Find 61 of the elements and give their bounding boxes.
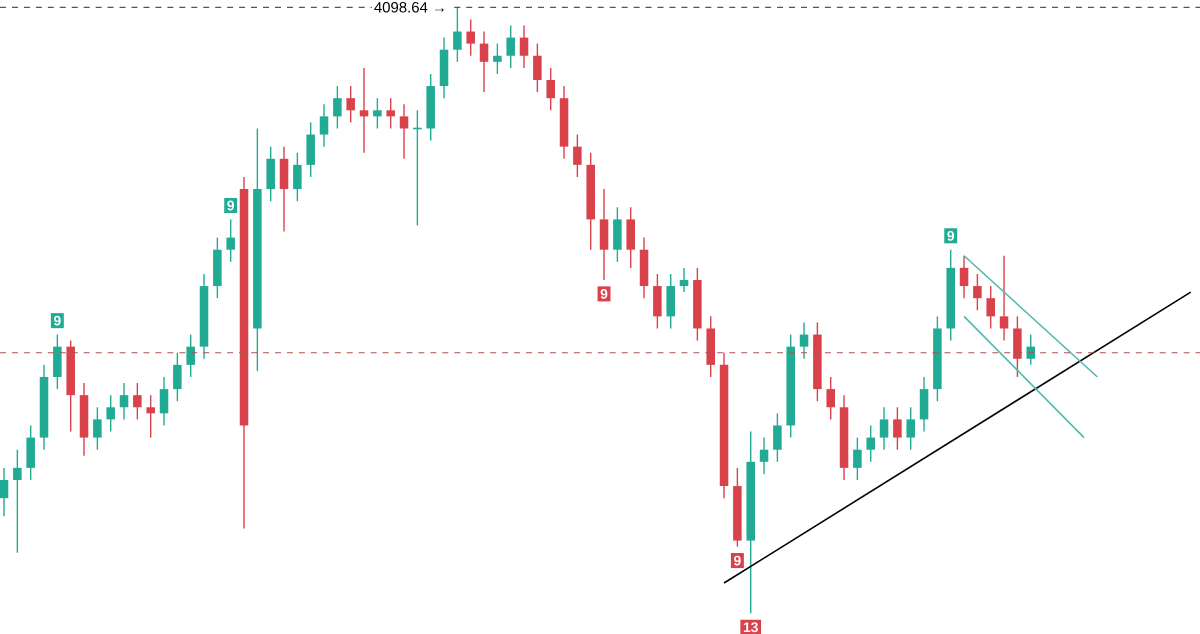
candlestick xyxy=(466,18,475,57)
candlestick xyxy=(293,151,302,202)
candlestick xyxy=(973,272,982,311)
candlestick xyxy=(453,6,462,63)
candlestick xyxy=(373,97,382,129)
candlestick xyxy=(79,381,89,457)
candlestick xyxy=(173,351,182,402)
candlestick xyxy=(893,406,902,451)
candlestick xyxy=(13,448,22,554)
candlestick xyxy=(399,103,409,160)
candlestick xyxy=(999,254,1009,341)
candlestick xyxy=(519,24,529,69)
candlestick xyxy=(226,218,235,263)
candlestick xyxy=(906,406,915,451)
candlestick xyxy=(706,315,715,378)
candlestick xyxy=(426,72,435,141)
candlestick xyxy=(0,466,9,517)
candlestick xyxy=(613,206,622,263)
candlestick xyxy=(599,188,609,281)
candlestick xyxy=(986,284,995,329)
candlestick xyxy=(359,66,369,154)
candlestick xyxy=(919,375,929,432)
candlestick xyxy=(639,236,649,299)
candlestick xyxy=(26,424,35,481)
candlestick xyxy=(159,375,169,426)
candlestick xyxy=(93,406,102,451)
candlestick xyxy=(959,254,969,299)
candlestick xyxy=(319,103,329,147)
candlestick xyxy=(1026,333,1035,366)
candlestick xyxy=(479,30,489,93)
candlestick xyxy=(1013,315,1022,378)
candlestick xyxy=(653,272,662,329)
candlestick xyxy=(799,321,809,360)
candlestick xyxy=(866,424,875,463)
candlestick xyxy=(213,236,222,299)
candlestick xyxy=(573,133,582,178)
candlestick xyxy=(146,394,155,438)
candlestick xyxy=(546,66,555,111)
candlestick xyxy=(346,84,355,123)
candlestick xyxy=(773,412,782,463)
candlestick xyxy=(826,375,835,420)
candlestick xyxy=(853,436,862,481)
candlestick xyxy=(679,266,689,293)
candlestick xyxy=(533,42,542,93)
candlestick xyxy=(186,333,195,378)
candlestick xyxy=(53,333,62,390)
candlestick xyxy=(386,97,395,129)
candlestick xyxy=(506,24,515,69)
candlestick xyxy=(759,436,769,475)
candlestick xyxy=(279,145,289,232)
candlestick xyxy=(666,272,675,329)
candlestick xyxy=(879,406,889,451)
candlestick xyxy=(133,381,142,420)
candlestick xyxy=(493,42,502,75)
candlestick xyxy=(626,206,635,269)
candlestick xyxy=(266,145,275,202)
candlestick xyxy=(439,36,449,99)
candlestick xyxy=(306,121,315,178)
candlestick xyxy=(333,84,342,129)
candlestick xyxy=(119,381,129,420)
candlestick xyxy=(106,394,115,432)
